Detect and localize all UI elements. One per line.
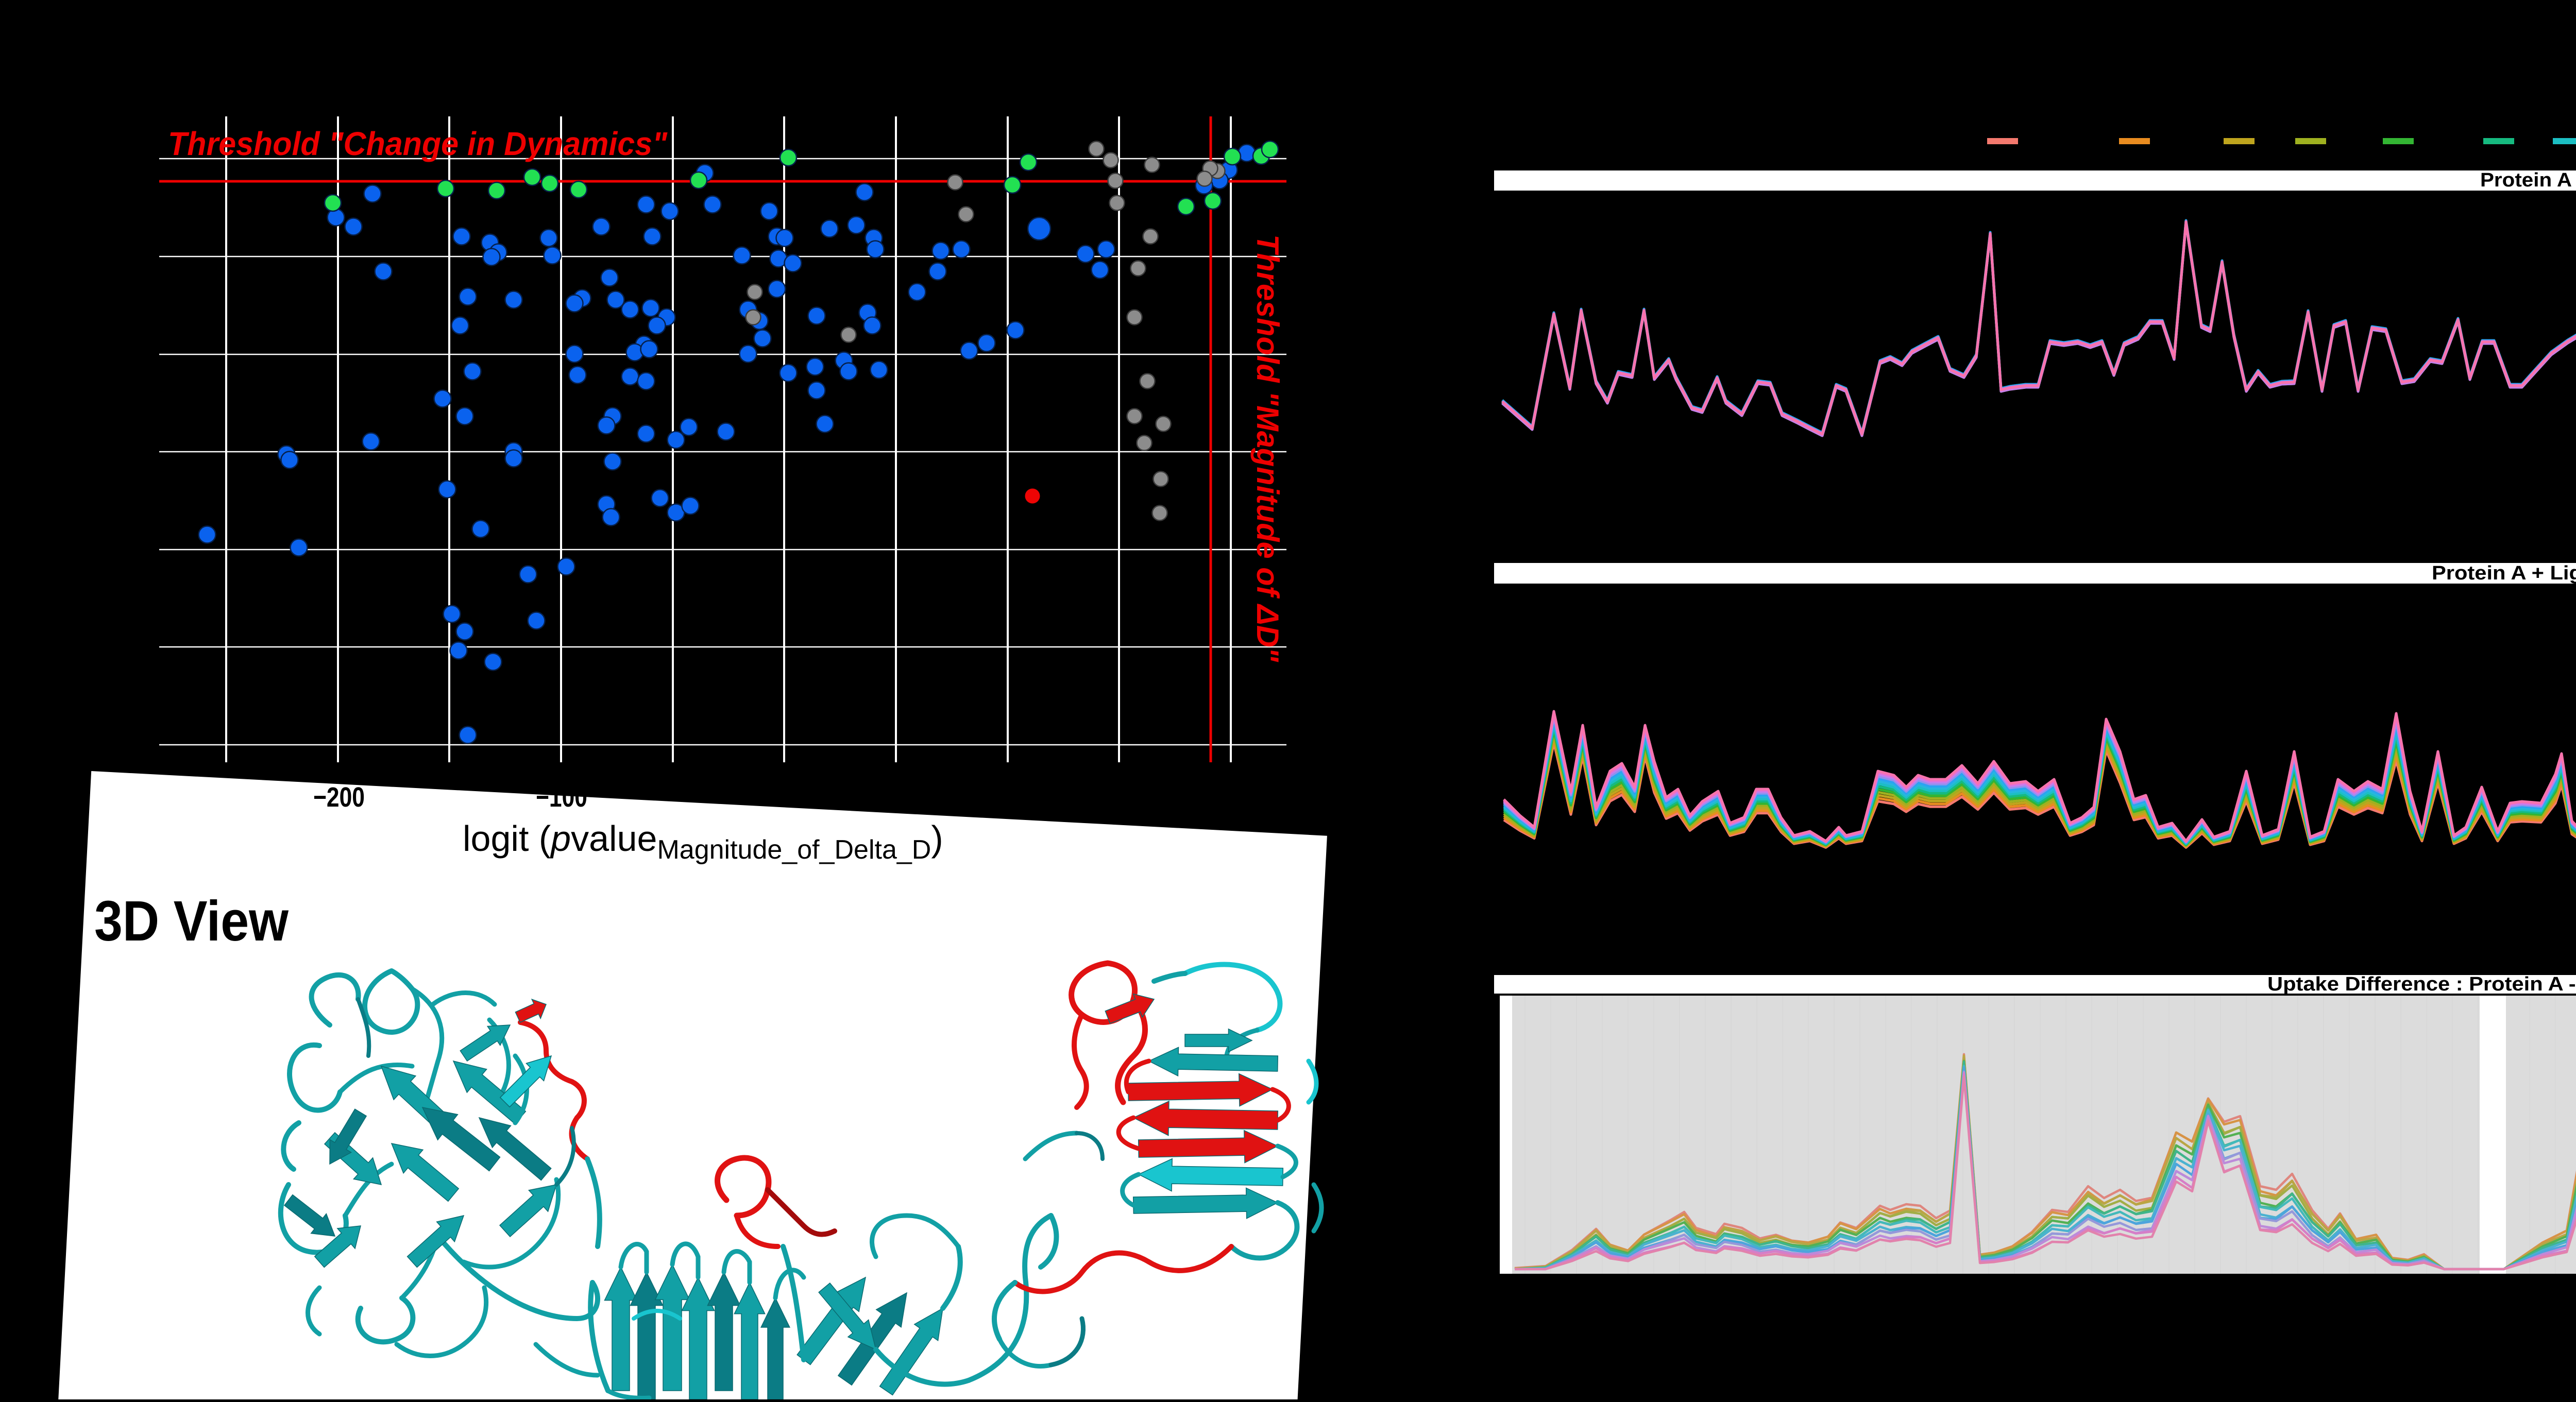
svg-text:Protein A: Protein A bbox=[2480, 169, 2572, 191]
svg-text:3D View: 3D View bbox=[94, 890, 289, 953]
svg-text:Uptake Difference : Protein A: Uptake Difference : Protein A - (Protein… bbox=[2267, 973, 2576, 995]
svg-text:−100: −100 bbox=[536, 782, 587, 813]
svg-text:−200: −200 bbox=[313, 782, 365, 813]
svg-text:Protein A + Ligand: Protein A + Ligand bbox=[2432, 562, 2576, 584]
svg-text:logit (pvalueMagnitude_of_Delt: logit (pvalueMagnitude_of_Delta_D) bbox=[463, 818, 943, 865]
svg-text:Threshold "Magnitude of ΔD": Threshold "Magnitude of ΔD" bbox=[1250, 234, 1285, 663]
svg-text:Threshold "Change in Dynamics": Threshold "Change in Dynamics" bbox=[168, 125, 668, 162]
